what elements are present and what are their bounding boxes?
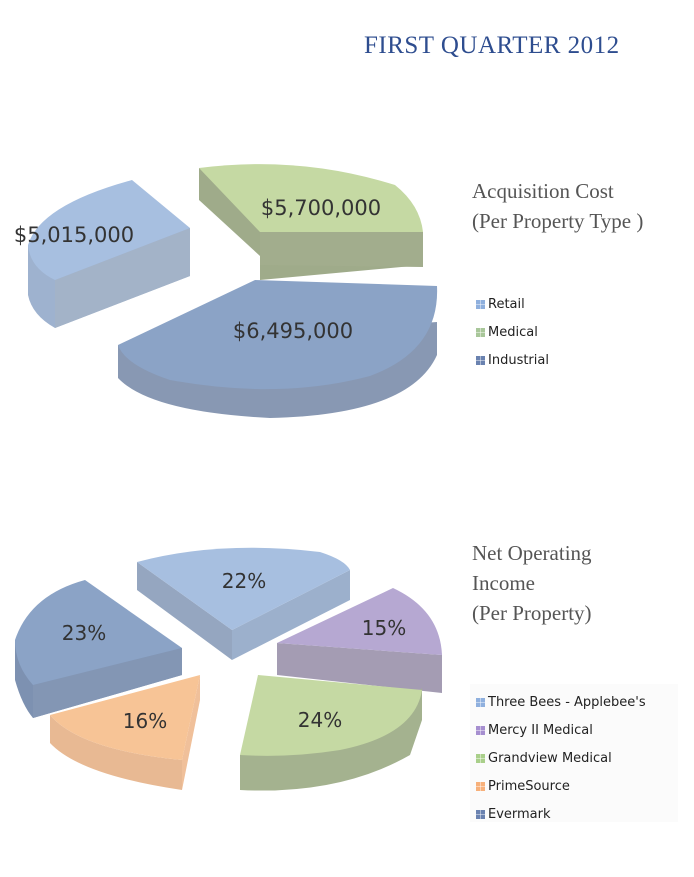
svg-text:16%: 16% [123,709,167,733]
legend-item-evermark: Evermark [476,800,646,828]
acquisition-cost-pie-chart: $5,015,000 $5,700,000 $6,495,000 [14,164,438,418]
chart-title-line: Income [472,571,535,595]
legend-item-retail: Retail [476,290,549,318]
legend-item-industrial: Industrial [476,346,549,374]
legend-item-three-bees: Three Bees - Applebee's [476,688,646,716]
acquisition-cost-legend: Retail Medical Industrial [476,290,549,374]
legend-label: Industrial [488,352,549,368]
pie-slice-industrial: $6,495,000 [118,280,438,418]
legend-item-mercy: Mercy II Medical [476,716,646,744]
chart-title-line: Acquisition Cost [472,179,614,203]
net-operating-income-legend: Three Bees - Applebee's Mercy II Medical… [476,688,646,828]
legend-swatch-icon [476,299,485,309]
legend-item-grandview: Grandview Medical [476,744,646,772]
pie-slice-grandview: 24% [240,675,422,791]
chart-title-line: Net Operating [472,541,592,565]
acquisition-cost-title: Acquisition Cost (Per Property Type ) [472,176,643,236]
legend-label: Mercy II Medical [488,722,593,738]
pie-slice-mercy: 15% [277,588,442,693]
svg-text:$6,495,000: $6,495,000 [233,319,353,343]
legend-swatch-icon [476,781,485,791]
legend-item-medical: Medical [476,318,549,346]
legend-label: Retail [488,296,525,312]
pie-slice-evermark: 23% [15,580,182,718]
svg-text:23%: 23% [62,621,106,645]
legend-swatch-icon [476,725,485,735]
legend-background [470,684,678,822]
page-title: FIRST QUARTER 2012 [364,32,620,59]
pie-slice-three-bees: 22% [137,547,350,660]
svg-text:22%: 22% [222,569,266,593]
legend-label: PrimeSource [488,778,570,794]
legend-label: Three Bees - Applebee's [488,694,646,710]
chart-title-line: (Per Property Type ) [472,209,644,233]
legend-label: Grandview Medical [488,750,612,766]
net-operating-income-title: Net Operating Income (Per Property) [472,538,592,628]
svg-text:15%: 15% [362,616,406,640]
svg-text:$5,015,000: $5,015,000 [14,223,134,247]
legend-swatch-icon [476,697,485,707]
net-operating-income-pie-chart: 22% 23% 16% 15% 24% [15,547,442,791]
legend-swatch-icon [476,753,485,763]
svg-text:24%: 24% [298,708,342,732]
legend-swatch-icon [476,327,485,337]
legend-label: Medical [488,324,538,340]
legend-label: Evermark [488,806,551,822]
pie-slice-retail: $5,015,000 [14,180,190,328]
legend-swatch-icon [476,355,485,365]
pie-slice-medical: $5,700,000 [199,164,423,280]
pie-slice-primesource: 16% [50,675,200,790]
chart-title-line: (Per Property) [472,601,592,625]
svg-text:$5,700,000: $5,700,000 [261,196,381,220]
legend-swatch-icon [476,809,485,819]
legend-item-primesource: PrimeSource [476,772,646,800]
